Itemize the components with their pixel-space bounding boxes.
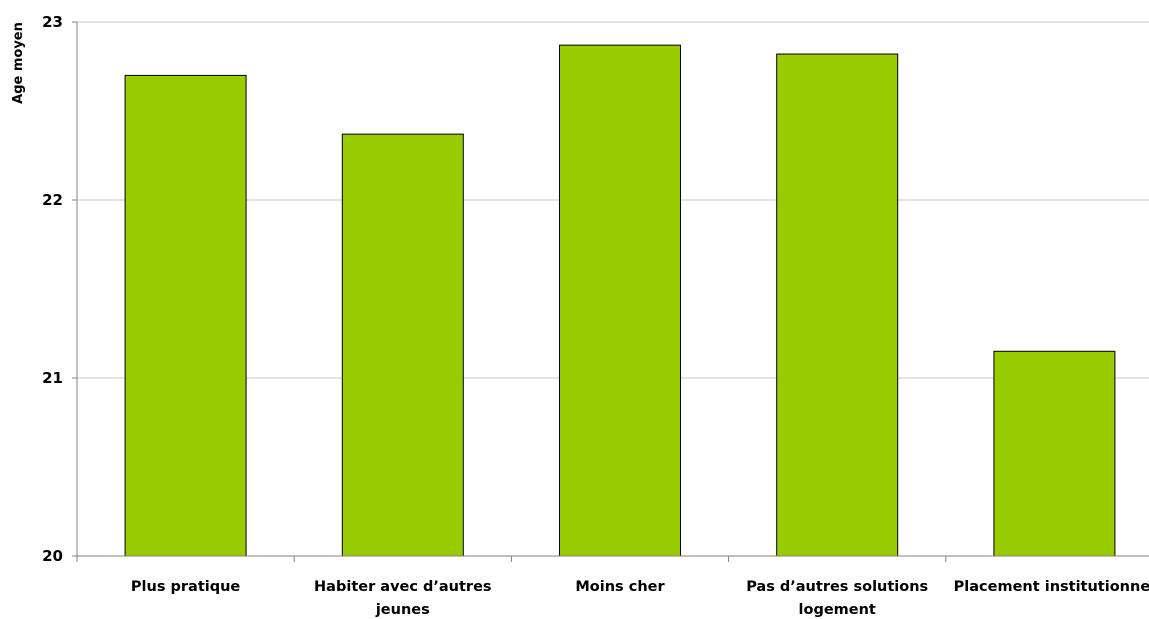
x-tick-labels: Plus pratique Habiter avec d’autres jeunes…: [131, 579, 1149, 618]
y-tick-label: 21: [42, 369, 63, 387]
x-category-label: Plus pratique: [131, 579, 241, 595]
y-tick-labels: 20 21 22 23: [42, 13, 63, 565]
bars: [124, 44, 1116, 557]
bar: [993, 350, 1116, 557]
bar: [776, 53, 899, 557]
x-category-label: Moins cher: [575, 579, 665, 595]
x-category-label: Pas d’autres solutions logement: [746, 579, 928, 618]
y-tick-label: 20: [42, 547, 63, 565]
y-axis-title: Age moyen: [11, 22, 26, 104]
x-category-label: Habiter avec d’autres jeunes: [314, 579, 492, 618]
y-tick-label: 22: [42, 191, 63, 209]
bar: [124, 74, 247, 557]
y-tick-label: 23: [42, 13, 63, 31]
x-category-label: Placement institutionnel: [954, 579, 1149, 595]
axes: [72, 21, 1149, 562]
bar: [559, 44, 681, 557]
bar: [341, 133, 464, 557]
